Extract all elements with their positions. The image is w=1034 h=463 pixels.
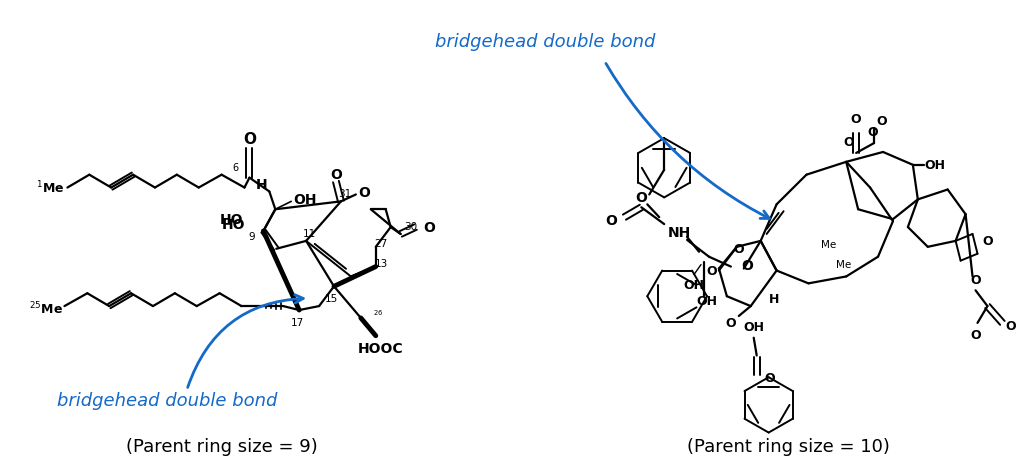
Text: HO: HO [222,218,245,232]
Text: O: O [970,274,981,287]
Text: O: O [868,126,879,139]
Text: O: O [733,243,744,256]
Text: O: O [424,220,435,235]
Text: O: O [358,186,370,200]
Text: (Parent ring size = 9): (Parent ring size = 9) [126,438,317,456]
Text: O: O [876,115,887,128]
Text: Me: Me [835,259,851,269]
Text: O: O [982,235,993,248]
Text: O: O [740,258,753,272]
Text: bridgehead double bond: bridgehead double bond [435,33,656,51]
Text: $^1$Me: $^1$Me [36,179,64,195]
Text: H: H [255,177,267,191]
Text: O: O [606,213,617,228]
Text: NH: NH [668,225,691,239]
Text: 27: 27 [374,238,388,248]
Text: HOOC: HOOC [358,341,403,355]
Text: HO: HO [220,213,243,227]
Text: OH: OH [683,279,704,292]
Text: H: H [768,292,779,305]
Text: bridgehead double bond: bridgehead double bond [58,391,278,409]
Text: (Parent ring size = 10): (Parent ring size = 10) [688,438,890,456]
Text: O: O [970,328,981,341]
Text: O: O [330,167,342,181]
Text: 31: 31 [338,189,352,199]
Text: O: O [1005,319,1016,332]
Text: O: O [843,136,853,149]
Text: 6: 6 [233,163,239,172]
Text: OH: OH [743,320,764,333]
Text: 11: 11 [303,228,315,238]
Text: O: O [636,191,647,205]
Text: 17: 17 [291,317,304,327]
Text: O: O [726,316,736,329]
Text: O: O [243,131,256,146]
Text: 13: 13 [375,258,389,268]
Text: OH: OH [696,294,717,307]
Text: OH: OH [924,159,946,172]
Text: 30: 30 [404,222,417,232]
Text: 9: 9 [248,232,254,241]
Text: O: O [706,264,717,277]
Text: O: O [765,371,776,384]
Text: $^{26}$: $^{26}$ [373,309,384,319]
Text: 15: 15 [325,294,338,304]
Text: $^{25}$Me: $^{25}$Me [29,300,62,317]
Text: O: O [851,113,861,126]
Text: OH: OH [294,193,316,207]
Text: Me: Me [821,239,835,249]
